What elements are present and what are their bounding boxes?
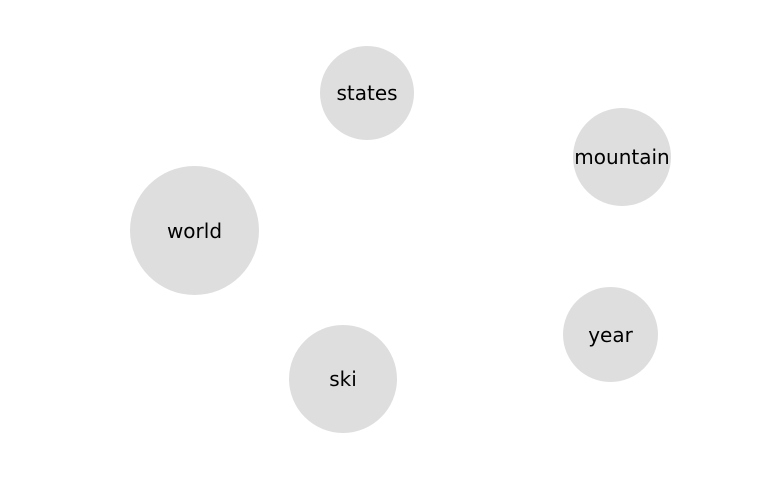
- bubble-label-year: year: [588, 322, 633, 347]
- bubble-world: world: [130, 166, 259, 295]
- bubble-label-ski: ski: [329, 367, 357, 391]
- bubble-label-states: states: [336, 81, 398, 105]
- bubble-states: states: [320, 46, 414, 140]
- bubble-label-world: world: [166, 218, 223, 243]
- bubble-mountain: mountain: [573, 108, 671, 206]
- bubble-ski: ski: [289, 325, 397, 433]
- bubble-label-mountain: mountain: [574, 145, 670, 169]
- bubble-year: year: [563, 287, 658, 382]
